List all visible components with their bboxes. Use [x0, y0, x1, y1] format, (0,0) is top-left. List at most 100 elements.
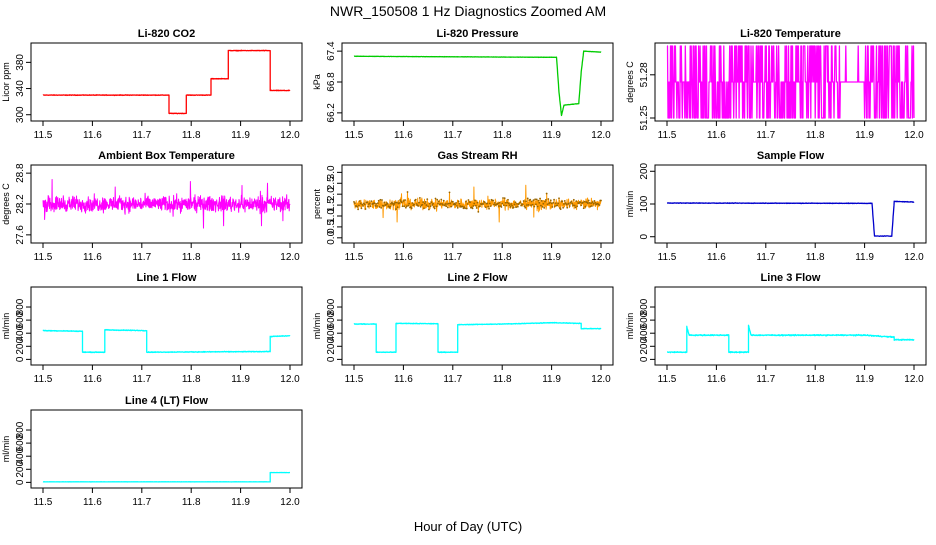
x-tick-label: 11.6 [394, 252, 413, 263]
chart-panel-2: Li-820 Pressure kPa 11.5 11.6 11.7 11.8 11.9 12… [312, 28, 614, 141]
data-point [550, 202, 553, 205]
x-tick-label: 11.9 [231, 252, 250, 263]
x-tick-label: 11.7 [756, 130, 775, 141]
data-point [423, 207, 425, 210]
y-tick-label: 800 [639, 298, 650, 315]
panel-title: Gas Stream RH [437, 150, 517, 162]
x-tick-label: 11.5 [658, 130, 677, 141]
data-point [511, 204, 513, 207]
y-tick-label: 200 [639, 162, 650, 179]
data-point [461, 205, 464, 208]
data-point [565, 203, 568, 206]
series-points [353, 191, 602, 213]
data-point [366, 201, 369, 204]
data-point [497, 202, 499, 205]
data-point [514, 201, 517, 204]
data-point [549, 199, 552, 202]
chart-panel-4: Ambient Box Temperature degrees C 11.5 11.6… [1, 150, 303, 263]
data-point [358, 200, 361, 202]
data-point [436, 198, 439, 201]
data-point [591, 205, 593, 207]
data-point [572, 198, 575, 201]
data-point [432, 202, 434, 205]
x-tick-label: 11.5 [658, 252, 677, 263]
panel-title: Line 3 Flow [761, 272, 821, 284]
data-point [466, 203, 469, 205]
data-point [402, 200, 405, 202]
data-point [559, 208, 562, 211]
data-point [598, 204, 601, 207]
data-point [476, 201, 479, 204]
y-tick-label: 400 [15, 447, 26, 464]
data-point [394, 201, 397, 204]
x-tick-label: 12.0 [904, 374, 924, 385]
data-point [421, 203, 424, 206]
panel-title: Li-820 Pressure [437, 28, 519, 40]
data-point [446, 206, 449, 209]
data-point [403, 205, 406, 208]
x-tick-label: 11.8 [493, 252, 512, 263]
data-point [533, 205, 536, 208]
data-point [434, 197, 437, 200]
data-point [400, 201, 403, 204]
data-point [386, 202, 389, 205]
panel-title: Li-820 CO2 [138, 28, 195, 40]
x-tick-label: 11.9 [231, 374, 250, 385]
data-point [544, 200, 546, 203]
y-tick-label: 27.6 [15, 225, 26, 245]
y-tick-label: 400 [639, 324, 650, 341]
data-point [539, 197, 541, 200]
x-tick-label: 11.5 [34, 252, 53, 263]
y-tick-label: 800 [15, 298, 26, 315]
data-point [502, 197, 504, 199]
data-point [504, 201, 507, 204]
data-point [566, 206, 569, 209]
data-point [364, 208, 367, 210]
data-point [455, 201, 457, 204]
x-tick-label: 11.5 [345, 374, 364, 385]
x-tick-label: 11.7 [443, 374, 462, 385]
data-point [541, 205, 544, 208]
data-point [571, 202, 574, 205]
data-point [500, 206, 503, 208]
y-axis-label: ml/min [1, 436, 11, 463]
data-point [489, 205, 492, 207]
data-point [413, 203, 416, 206]
chart-panel-7: Line 1 Flow ml/min 11.5 11.6 11.7 11.8 11.9 12.… [1, 272, 303, 385]
data-point [509, 205, 512, 208]
panel-title: Sample Flow [757, 150, 825, 162]
data-point [522, 200, 525, 202]
data-point [498, 201, 501, 204]
x-tick-label: 11.7 [756, 374, 775, 385]
data-point [431, 204, 434, 206]
y-axis-label: ml/min [1, 313, 11, 340]
data-point [561, 200, 564, 203]
y-tick-label: 51.25 [639, 105, 650, 130]
data-point [379, 198, 382, 201]
data-point [418, 197, 421, 199]
data-point [356, 205, 359, 208]
data-point [590, 202, 593, 205]
data-point [544, 198, 547, 201]
data-point [380, 206, 383, 209]
series-line [666, 324, 915, 354]
data-point [588, 201, 591, 204]
data-point [375, 203, 378, 205]
data-point [510, 203, 513, 205]
y-tick-label: 600 [639, 311, 650, 328]
x-tick-label: 11.9 [855, 252, 874, 263]
data-point [381, 199, 383, 201]
data-point [493, 201, 496, 204]
series-line [42, 328, 291, 354]
data-point [535, 203, 537, 206]
data-point [401, 205, 404, 208]
data-point [377, 199, 380, 202]
x-tick-label: 12.0 [904, 130, 924, 141]
y-tick-label: 0 [15, 356, 26, 362]
data-point [432, 205, 435, 208]
x-tick-label: 11.6 [707, 252, 726, 263]
data-point [388, 206, 391, 209]
data-point [445, 205, 448, 208]
data-point [580, 204, 583, 207]
y-tick-label: 0.5 [326, 220, 337, 234]
